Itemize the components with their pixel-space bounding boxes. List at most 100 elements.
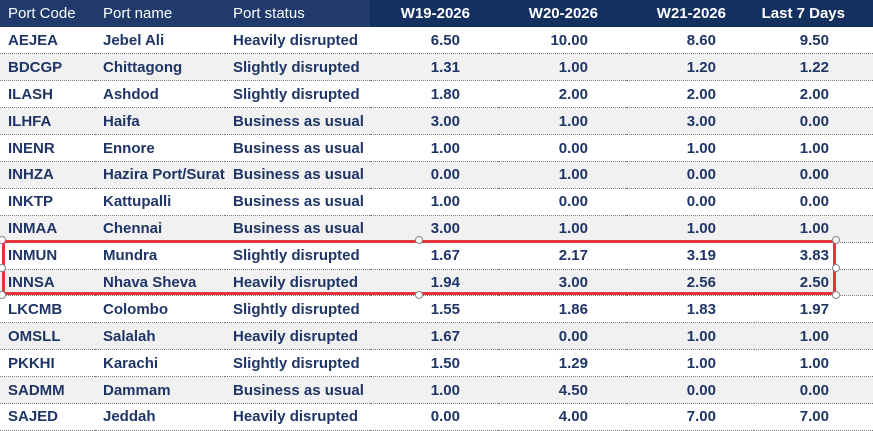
w20-cell: 4.00 <box>498 403 626 431</box>
port-status-cell: Slightly disrupted <box>225 53 370 82</box>
port-status-cell: Business as usual <box>225 107 370 136</box>
table-row[interactable]: AEJEA Jebel Ali Heavily disrupted 6.50 10.00… <box>0 27 873 55</box>
header-row: Port Code Port name Port status W19-2026… <box>0 0 873 27</box>
port-name-cell: Jeddah <box>95 403 225 431</box>
header-w20[interactable]: W20-2026 <box>498 0 626 27</box>
port-name-cell: Haifa <box>95 107 225 136</box>
w19-cell: 1.00 <box>370 188 498 216</box>
port-status-cell: Slightly disrupted <box>225 242 370 270</box>
port-name-cell: Karachi <box>95 349 225 378</box>
port-name-cell: Hazira Port/Surat <box>95 161 225 189</box>
last-7-days-cell: 0.00 <box>754 161 873 189</box>
w19-cell: 3.00 <box>370 215 498 243</box>
w21-cell: 0.00 <box>626 188 754 216</box>
w20-cell: 0.00 <box>498 322 626 351</box>
port-status-cell: Business as usual <box>225 134 370 162</box>
table-row[interactable]: INHZA Hazira Port/Surat Business as usual 0… <box>0 161 873 189</box>
table-row[interactable]: INMUN Mundra Slightly disrupted 1.67 2.17 3.1… <box>0 242 873 270</box>
w19-cell: 6.50 <box>370 27 498 55</box>
port-code-cell: INNSA <box>0 269 95 297</box>
port-name-cell: Chennai <box>95 215 225 243</box>
header-port-status[interactable]: Port status <box>225 0 370 27</box>
port-name-cell: Ashdod <box>95 80 225 109</box>
w20-cell: 0.00 <box>498 188 626 216</box>
table-row[interactable]: PKKHI Karachi Slightly disrupted 1.50 1.29 1.… <box>0 349 873 378</box>
w20-cell: 4.50 <box>498 376 626 404</box>
w19-cell: 1.80 <box>370 80 498 109</box>
table-row[interactable]: BDCGP Chittagong Slightly disrupted 1.31 1.0… <box>0 53 873 82</box>
port-status-cell: Slightly disrupted <box>225 349 370 378</box>
port-name-cell: Nhava Sheva <box>95 269 225 297</box>
w21-cell: 3.19 <box>626 242 754 270</box>
port-name-cell: Dammam <box>95 376 225 404</box>
last-7-days-cell: 7.00 <box>754 403 873 431</box>
port-code-cell: INHZA <box>0 161 95 189</box>
w20-cell: 1.00 <box>498 53 626 82</box>
last-7-days-cell: 3.83 <box>754 242 873 270</box>
table-row[interactable]: INENR Ennore Business as usual 1.00 0.00 1.00… <box>0 134 873 162</box>
w21-cell: 0.00 <box>626 376 754 404</box>
table-row[interactable]: OMSLL Salalah Heavily disrupted 1.67 0.00 1.0… <box>0 322 873 351</box>
port-name-cell: Colombo <box>95 295 225 324</box>
header-port-name[interactable]: Port name <box>95 0 225 27</box>
port-status-cell: Slightly disrupted <box>225 295 370 324</box>
w19-cell: 1.31 <box>370 53 498 82</box>
port-name-cell: Salalah <box>95 322 225 351</box>
w20-cell: 0.00 <box>498 134 626 162</box>
w21-cell: 7.00 <box>626 403 754 431</box>
w20-cell: 2.17 <box>498 242 626 270</box>
table-row[interactable]: SAJED Jeddah Heavily disrupted 0.00 4.00 7.00… <box>0 403 873 431</box>
w19-cell: 1.94 <box>370 269 498 297</box>
last-7-days-cell: 1.97 <box>754 295 873 324</box>
table-row[interactable]: ILHFA Haifa Business as usual 3.00 1.00 3.00 0… <box>0 107 873 136</box>
table-row[interactable]: LKCMB Colombo Slightly disrupted 1.55 1.86 1.… <box>0 295 873 324</box>
header-last-7-days[interactable]: Last 7 Days <box>754 0 873 27</box>
last-7-days-cell: 1.00 <box>754 215 873 243</box>
header-w19[interactable]: W19-2026 <box>370 0 498 27</box>
w20-cell: 1.00 <box>498 107 626 136</box>
port-name-cell: Chittagong <box>95 53 225 82</box>
w21-cell: 1.00 <box>626 215 754 243</box>
last-7-days-cell: 1.22 <box>754 53 873 82</box>
w20-cell: 1.00 <box>498 161 626 189</box>
w19-cell: 1.50 <box>370 349 498 378</box>
port-code-cell: INMUN <box>0 242 95 270</box>
port-status-cell: Heavily disrupted <box>225 403 370 431</box>
w20-cell: 1.86 <box>498 295 626 324</box>
port-code-cell: BDCGP <box>0 53 95 82</box>
port-status-cell: Business as usual <box>225 376 370 404</box>
w20-cell: 2.00 <box>498 80 626 109</box>
w21-cell: 1.00 <box>626 322 754 351</box>
last-7-days-cell: 0.00 <box>754 107 873 136</box>
port-code-cell: INENR <box>0 134 95 162</box>
port-name-cell: Kattupalli <box>95 188 225 216</box>
port-code-cell: LKCMB <box>0 295 95 324</box>
port-name-cell: Ennore <box>95 134 225 162</box>
port-code-cell: AEJEA <box>0 27 95 55</box>
w19-cell: 1.00 <box>370 134 498 162</box>
table-row[interactable]: INNSA Nhava Sheva Heavily disrupted 1.94 3.0… <box>0 269 873 297</box>
w21-cell: 3.00 <box>626 107 754 136</box>
w21-cell: 1.00 <box>626 349 754 378</box>
w20-cell: 1.00 <box>498 215 626 243</box>
table-row[interactable]: SADMM Dammam Business as usual 1.00 4.50 0.00… <box>0 376 873 404</box>
port-status-cell: Heavily disrupted <box>225 322 370 351</box>
table-row[interactable]: ILASH Ashdod Slightly disrupted 1.80 2.00 2.0… <box>0 80 873 109</box>
port-status-cell: Business as usual <box>225 161 370 189</box>
w20-cell: 3.00 <box>498 269 626 297</box>
last-7-days-cell: 2.00 <box>754 80 873 109</box>
w21-cell: 2.00 <box>626 80 754 109</box>
port-code-cell: SAJED <box>0 403 95 431</box>
header-w21[interactable]: W21-2026 <box>626 0 754 27</box>
port-status-cell: Heavily disrupted <box>225 27 370 55</box>
port-code-cell: ILHFA <box>0 107 95 136</box>
w19-cell: 1.55 <box>370 295 498 324</box>
w21-cell: 8.60 <box>626 27 754 55</box>
port-status-cell: Heavily disrupted <box>225 269 370 297</box>
table-row[interactable]: INKTP Kattupalli Business as usual 1.00 0.00… <box>0 188 873 216</box>
w19-cell: 0.00 <box>370 403 498 431</box>
table-row[interactable]: INMAA Chennai Business as usual 3.00 1.00 1.0… <box>0 215 873 243</box>
header-port-code[interactable]: Port Code <box>0 0 95 27</box>
last-7-days-cell: 0.00 <box>754 188 873 216</box>
